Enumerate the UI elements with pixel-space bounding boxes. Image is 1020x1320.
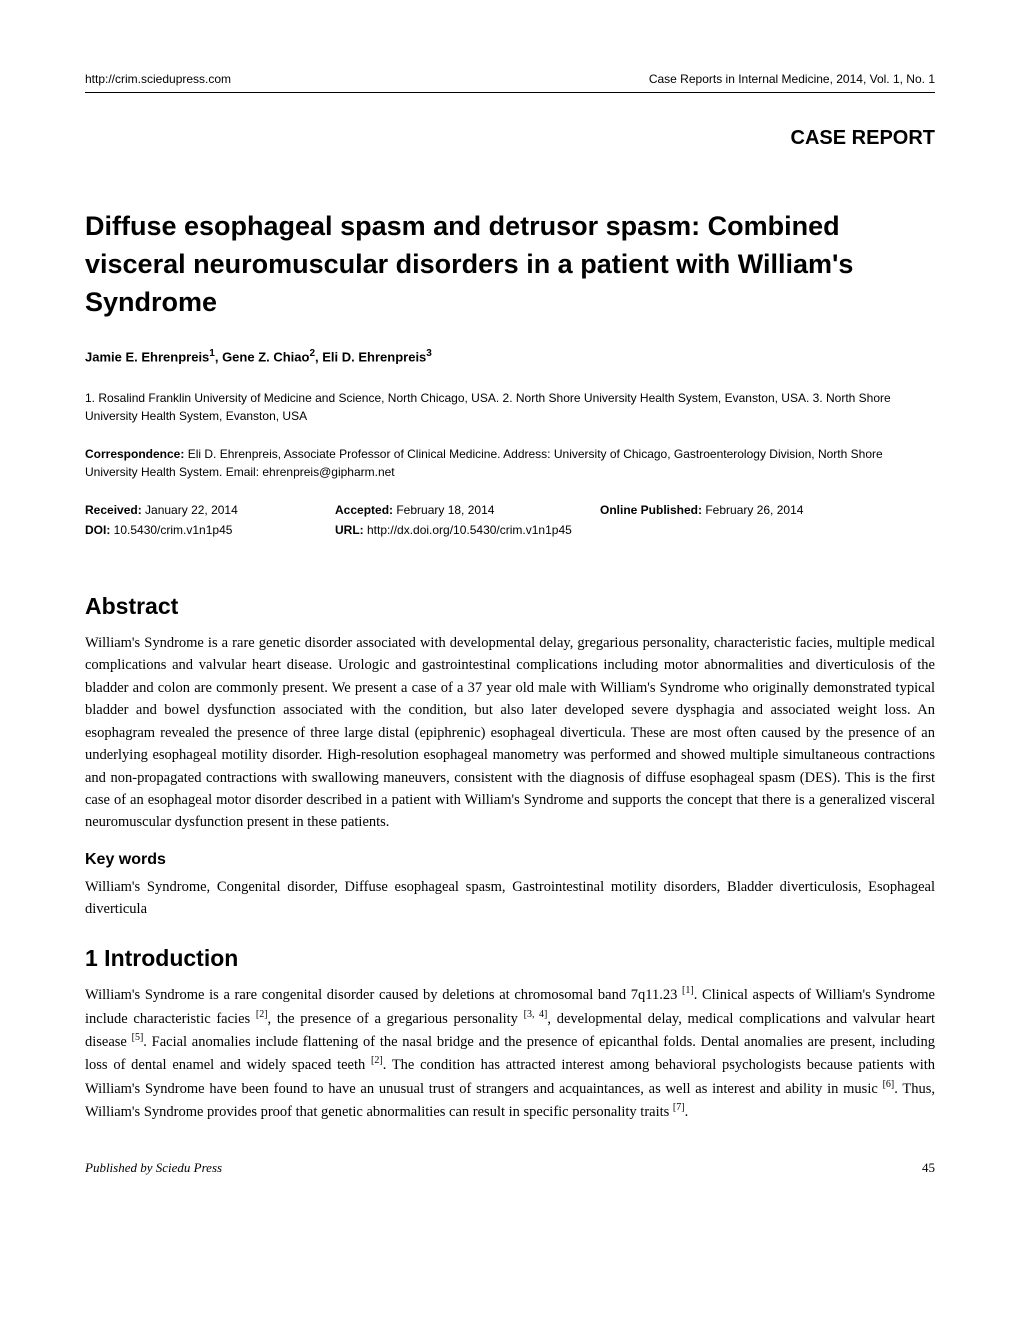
correspondence-label: Correspondence: [85, 447, 184, 461]
doi: DOI: 10.5430/crim.v1n1p45 [85, 521, 335, 539]
article-type: CASE REPORT [85, 123, 935, 153]
article-title: Diffuse esophageal spasm and detrusor sp… [85, 208, 935, 321]
abstract-text: William's Syndrome is a rare genetic dis… [85, 632, 935, 834]
abstract-heading: Abstract [85, 589, 935, 624]
introduction-text: William's Syndrome is a rare congenital … [85, 983, 935, 1123]
page-number: 45 [922, 1158, 935, 1178]
online-published: Online Published: February 26, 2014 [600, 501, 935, 519]
page-footer: Published by Sciedu Press 45 [85, 1158, 935, 1178]
introduction-heading: 1 Introduction [85, 941, 935, 976]
url: URL: http://dx.doi.org/10.5430/crim.v1n1… [335, 521, 572, 539]
keywords-text: William's Syndrome, Congenital disorder,… [85, 876, 935, 921]
correspondence-text: Eli D. Ehrenpreis, Associate Professor o… [85, 447, 883, 479]
header-journal: Case Reports in Internal Medicine, 2014,… [649, 70, 935, 88]
received: Received: January 22, 2014 [85, 501, 335, 519]
publication-info: Received: January 22, 2014 Accepted: Feb… [85, 501, 935, 539]
page-header: http://crim.sciedupress.com Case Reports… [85, 70, 935, 93]
publisher: Published by Sciedu Press [85, 1158, 222, 1178]
keywords-heading: Key words [85, 848, 935, 872]
affiliations: 1. Rosalind Franklin University of Medic… [85, 389, 935, 425]
header-url: http://crim.sciedupress.com [85, 70, 231, 88]
authors: Jamie E. Ehrenpreis1, Gene Z. Chiao2, El… [85, 346, 935, 367]
correspondence: Correspondence: Eli D. Ehrenpreis, Assoc… [85, 445, 935, 481]
accepted: Accepted: February 18, 2014 [335, 501, 600, 519]
